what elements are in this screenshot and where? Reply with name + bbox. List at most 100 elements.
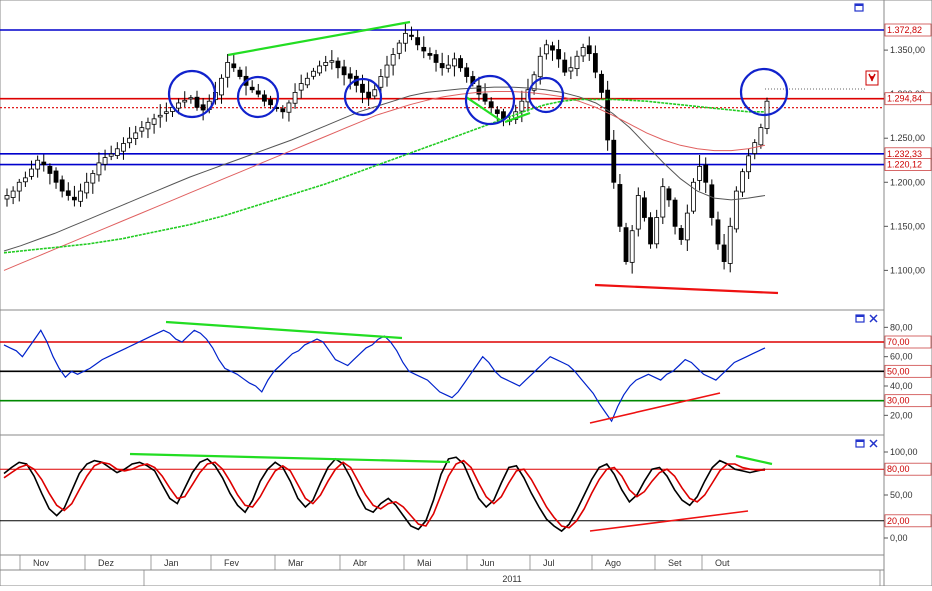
candle-body — [390, 54, 396, 66]
candle-body — [672, 199, 678, 227]
candle-body — [360, 83, 365, 93]
annotation-circle — [739, 67, 789, 117]
x-tick-label: Jun — [480, 558, 495, 568]
candle-body — [445, 64, 451, 69]
candle-body — [194, 96, 200, 108]
moving-average-fast-line — [3, 86, 766, 252]
y-tick-label: 1.200,00 — [890, 177, 925, 187]
candle-body — [476, 85, 482, 95]
candle-body — [654, 217, 660, 245]
candle-body — [703, 164, 709, 183]
trendline — [129, 452, 451, 464]
candle-body — [433, 54, 439, 63]
x-tick-label: Jan — [164, 558, 179, 568]
candle-body — [41, 161, 47, 166]
y-tick-label: 60,00 — [890, 352, 913, 362]
candle-body — [421, 46, 427, 52]
candle-body — [127, 137, 132, 144]
candle-body — [237, 69, 243, 77]
y-tick-label: 1.350,00 — [890, 45, 925, 55]
candle-body — [329, 60, 335, 63]
level-label: 1.372,82 — [887, 25, 922, 35]
candle-body — [427, 53, 433, 56]
candle-body — [648, 217, 653, 245]
price-panel — [0, 0, 885, 311]
x-tick-label: Dez — [98, 558, 115, 568]
candle-body — [733, 190, 739, 230]
candle-body — [666, 188, 672, 201]
candle-body — [114, 148, 120, 156]
x-tick-label: Abr — [353, 558, 367, 568]
level-label: 30,00 — [887, 396, 910, 406]
candle-body — [280, 108, 286, 113]
candle-body — [519, 100, 525, 112]
candle-body — [746, 155, 752, 173]
y-tick-label: 40,00 — [890, 381, 913, 391]
candle-body — [494, 109, 500, 114]
candle-body — [16, 181, 22, 192]
candle-body — [231, 63, 237, 69]
candle-body — [139, 127, 145, 132]
candle-body — [599, 73, 604, 93]
candle-body — [151, 118, 157, 125]
level-label-box — [884, 514, 932, 528]
candle-body — [482, 93, 488, 102]
candle-body — [439, 63, 445, 69]
candle-body — [304, 77, 310, 86]
candle-body — [182, 99, 188, 103]
trendline — [504, 111, 531, 124]
candle-body — [715, 219, 721, 245]
candle-body — [225, 62, 231, 78]
candle-body — [78, 190, 83, 202]
candle-body — [415, 37, 421, 46]
x-tick-label: Fev — [224, 558, 240, 568]
close-icon[interactable] — [869, 314, 878, 323]
trendline — [589, 392, 721, 424]
candle-body — [163, 111, 169, 114]
candle-body — [311, 70, 316, 77]
candle-body — [586, 45, 592, 55]
y-tick-label: 1.250,00 — [890, 133, 925, 143]
annotation-circle — [236, 75, 280, 119]
candle-body — [605, 89, 611, 141]
y-tick-label: 80,00 — [890, 322, 913, 332]
candle-body — [35, 159, 41, 170]
x-tick-label: Jul — [543, 558, 555, 568]
candle-body — [335, 60, 341, 69]
candle-body — [709, 184, 715, 218]
candle-body — [592, 53, 598, 73]
trendline — [594, 283, 779, 295]
window-icon[interactable] — [854, 3, 864, 12]
candle-body — [452, 58, 457, 67]
x-tick-label: Out — [715, 558, 730, 568]
candle-body — [341, 66, 347, 76]
candle-body — [298, 83, 304, 91]
candle-body — [157, 114, 163, 118]
alert-arrow-icon[interactable] — [865, 70, 879, 86]
candle-body — [90, 173, 96, 184]
trendline — [227, 20, 411, 57]
x-tick-label: Mai — [417, 558, 432, 568]
level-label-box — [884, 92, 932, 106]
annotation-circle — [464, 74, 516, 126]
window-icon[interactable] — [855, 439, 865, 448]
x-tick-label: Ago — [605, 558, 621, 568]
candle-body — [396, 42, 402, 54]
candle-body — [133, 132, 139, 139]
candle-body — [758, 127, 764, 146]
window-icon[interactable] — [855, 314, 865, 323]
candle-body — [200, 104, 206, 111]
candle-body — [317, 65, 322, 74]
candle-body — [378, 76, 384, 88]
candle-body — [84, 181, 90, 194]
candle-body — [96, 162, 102, 176]
candle-body — [684, 212, 690, 241]
candle-body — [550, 45, 555, 51]
candle-body — [292, 91, 298, 104]
level-label: 50,00 — [887, 366, 910, 376]
candle-body — [623, 227, 629, 262]
year-label: 2011 — [502, 574, 521, 584]
close-icon[interactable] — [869, 439, 878, 448]
moving-average-mid-line — [3, 91, 766, 271]
